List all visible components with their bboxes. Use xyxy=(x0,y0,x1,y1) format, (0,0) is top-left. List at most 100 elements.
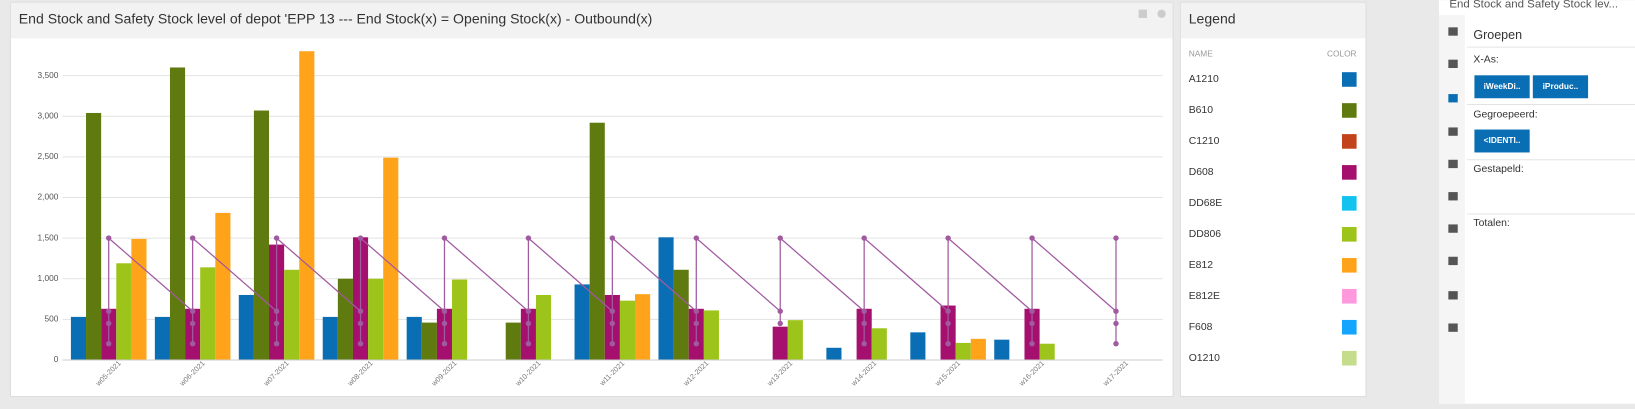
legend-label[interactable]: E812E xyxy=(1189,291,1220,302)
legend-swatch[interactable] xyxy=(1341,319,1357,335)
bar xyxy=(406,316,422,360)
y-tick-label: 2,500 xyxy=(38,151,59,161)
legend-swatch[interactable] xyxy=(1341,257,1357,273)
stacked-label: Gestapeld: xyxy=(1473,164,1523,175)
legend-swatch[interactable] xyxy=(1341,288,1357,304)
legend-swatch[interactable] xyxy=(1341,72,1357,87)
y-tick-label: 500 xyxy=(44,314,58,324)
y-tick-label: 1,500 xyxy=(38,232,59,242)
safety-point xyxy=(861,235,867,241)
safety-point xyxy=(777,308,783,314)
legend-swatch[interactable] xyxy=(1341,227,1357,242)
safety-point xyxy=(693,320,699,327)
icon[interactable] xyxy=(1448,323,1458,332)
icon[interactable] xyxy=(1448,59,1458,69)
icon[interactable] xyxy=(1448,224,1458,233)
safety-diagonal xyxy=(695,237,781,312)
icon[interactable] xyxy=(1448,256,1458,266)
safety-diagonal xyxy=(360,237,445,312)
legend-label[interactable]: A1210 xyxy=(1189,74,1219,85)
legend-label[interactable]: D608 xyxy=(1189,167,1214,178)
safety-point xyxy=(609,320,616,327)
bar xyxy=(787,320,803,360)
safety-point xyxy=(609,308,616,314)
side-heading: Groepen xyxy=(1473,28,1522,42)
bar xyxy=(673,269,689,360)
bar xyxy=(826,347,842,360)
safety-point xyxy=(1113,235,1119,241)
legend-swatch[interactable] xyxy=(1341,350,1357,366)
safety-diagonal xyxy=(108,237,194,312)
bar xyxy=(86,112,102,360)
icon[interactable] xyxy=(1448,159,1458,169)
bar xyxy=(970,338,986,360)
legend-swatch[interactable] xyxy=(1341,103,1357,118)
safety-point xyxy=(105,235,112,241)
safety-point xyxy=(105,341,112,347)
bar xyxy=(70,316,87,360)
safety-point xyxy=(273,235,280,241)
button[interactable] xyxy=(1532,75,1589,99)
safety-point xyxy=(189,341,196,347)
legend-swatch[interactable] xyxy=(1341,134,1357,149)
icon[interactable] xyxy=(1448,291,1458,300)
button-label[interactable]: iProduc.. xyxy=(1543,81,1579,91)
legend-label[interactable]: F608 xyxy=(1189,322,1213,333)
button-label[interactable]: <IDENTI.. xyxy=(1484,135,1521,145)
icon[interactable] xyxy=(1448,27,1458,36)
bar xyxy=(452,279,468,360)
button-label[interactable]: iWeekDi.. xyxy=(1484,81,1521,91)
safety-point xyxy=(441,341,448,347)
safety-point xyxy=(945,308,951,314)
bar xyxy=(238,294,254,360)
legend-label[interactable]: E812 xyxy=(1189,260,1214,271)
safety-diagonal xyxy=(1031,237,1117,312)
bar xyxy=(994,339,1010,360)
safety-point xyxy=(945,341,951,347)
safety-point xyxy=(1029,320,1035,327)
chart-header xyxy=(10,2,1173,39)
bar xyxy=(421,322,437,360)
safety-point xyxy=(1113,320,1119,327)
icon[interactable] xyxy=(1448,192,1458,201)
button[interactable] xyxy=(1474,75,1530,99)
legend-swatch[interactable] xyxy=(1341,196,1357,211)
safety-point xyxy=(525,308,532,314)
button[interactable] xyxy=(1474,129,1530,153)
y-tick-label: 0 xyxy=(54,354,59,364)
safety-point xyxy=(1029,235,1035,241)
safety-point xyxy=(357,341,364,347)
safety-diagonal xyxy=(947,237,1033,312)
legend-swatch[interactable] xyxy=(1341,165,1357,180)
safety-point xyxy=(609,341,616,347)
bar xyxy=(505,322,521,360)
legend-label[interactable]: DD806 xyxy=(1189,229,1222,240)
legend-label[interactable]: DD68E xyxy=(1189,198,1223,209)
safety-point xyxy=(357,235,364,241)
legend-label[interactable]: B610 xyxy=(1189,105,1214,116)
bar xyxy=(154,316,170,360)
bar xyxy=(535,294,552,360)
bar xyxy=(200,267,216,360)
bar xyxy=(131,238,147,360)
settings-icon[interactable] xyxy=(1157,9,1166,18)
bar xyxy=(215,212,231,360)
safety-point xyxy=(1029,341,1035,347)
safety-point xyxy=(861,308,867,314)
chart-title: End Stock and Safety Stock level of depo… xyxy=(19,11,653,27)
safety-diagonal xyxy=(192,237,277,312)
safety-point xyxy=(441,308,448,314)
icon[interactable] xyxy=(1448,94,1458,103)
x-axis-label: X-As: xyxy=(1473,54,1498,65)
legend-label[interactable]: O1210 xyxy=(1189,353,1220,364)
safety-diagonal xyxy=(276,237,361,312)
legend-label[interactable]: C1210 xyxy=(1189,136,1220,147)
icon[interactable] xyxy=(1448,127,1458,136)
y-tick-label: 2,000 xyxy=(38,192,59,202)
expand-icon[interactable] xyxy=(1138,9,1148,18)
bar xyxy=(253,110,270,360)
safety-point xyxy=(693,308,699,314)
icon-strip xyxy=(1438,14,1466,404)
safety-point xyxy=(441,235,448,241)
